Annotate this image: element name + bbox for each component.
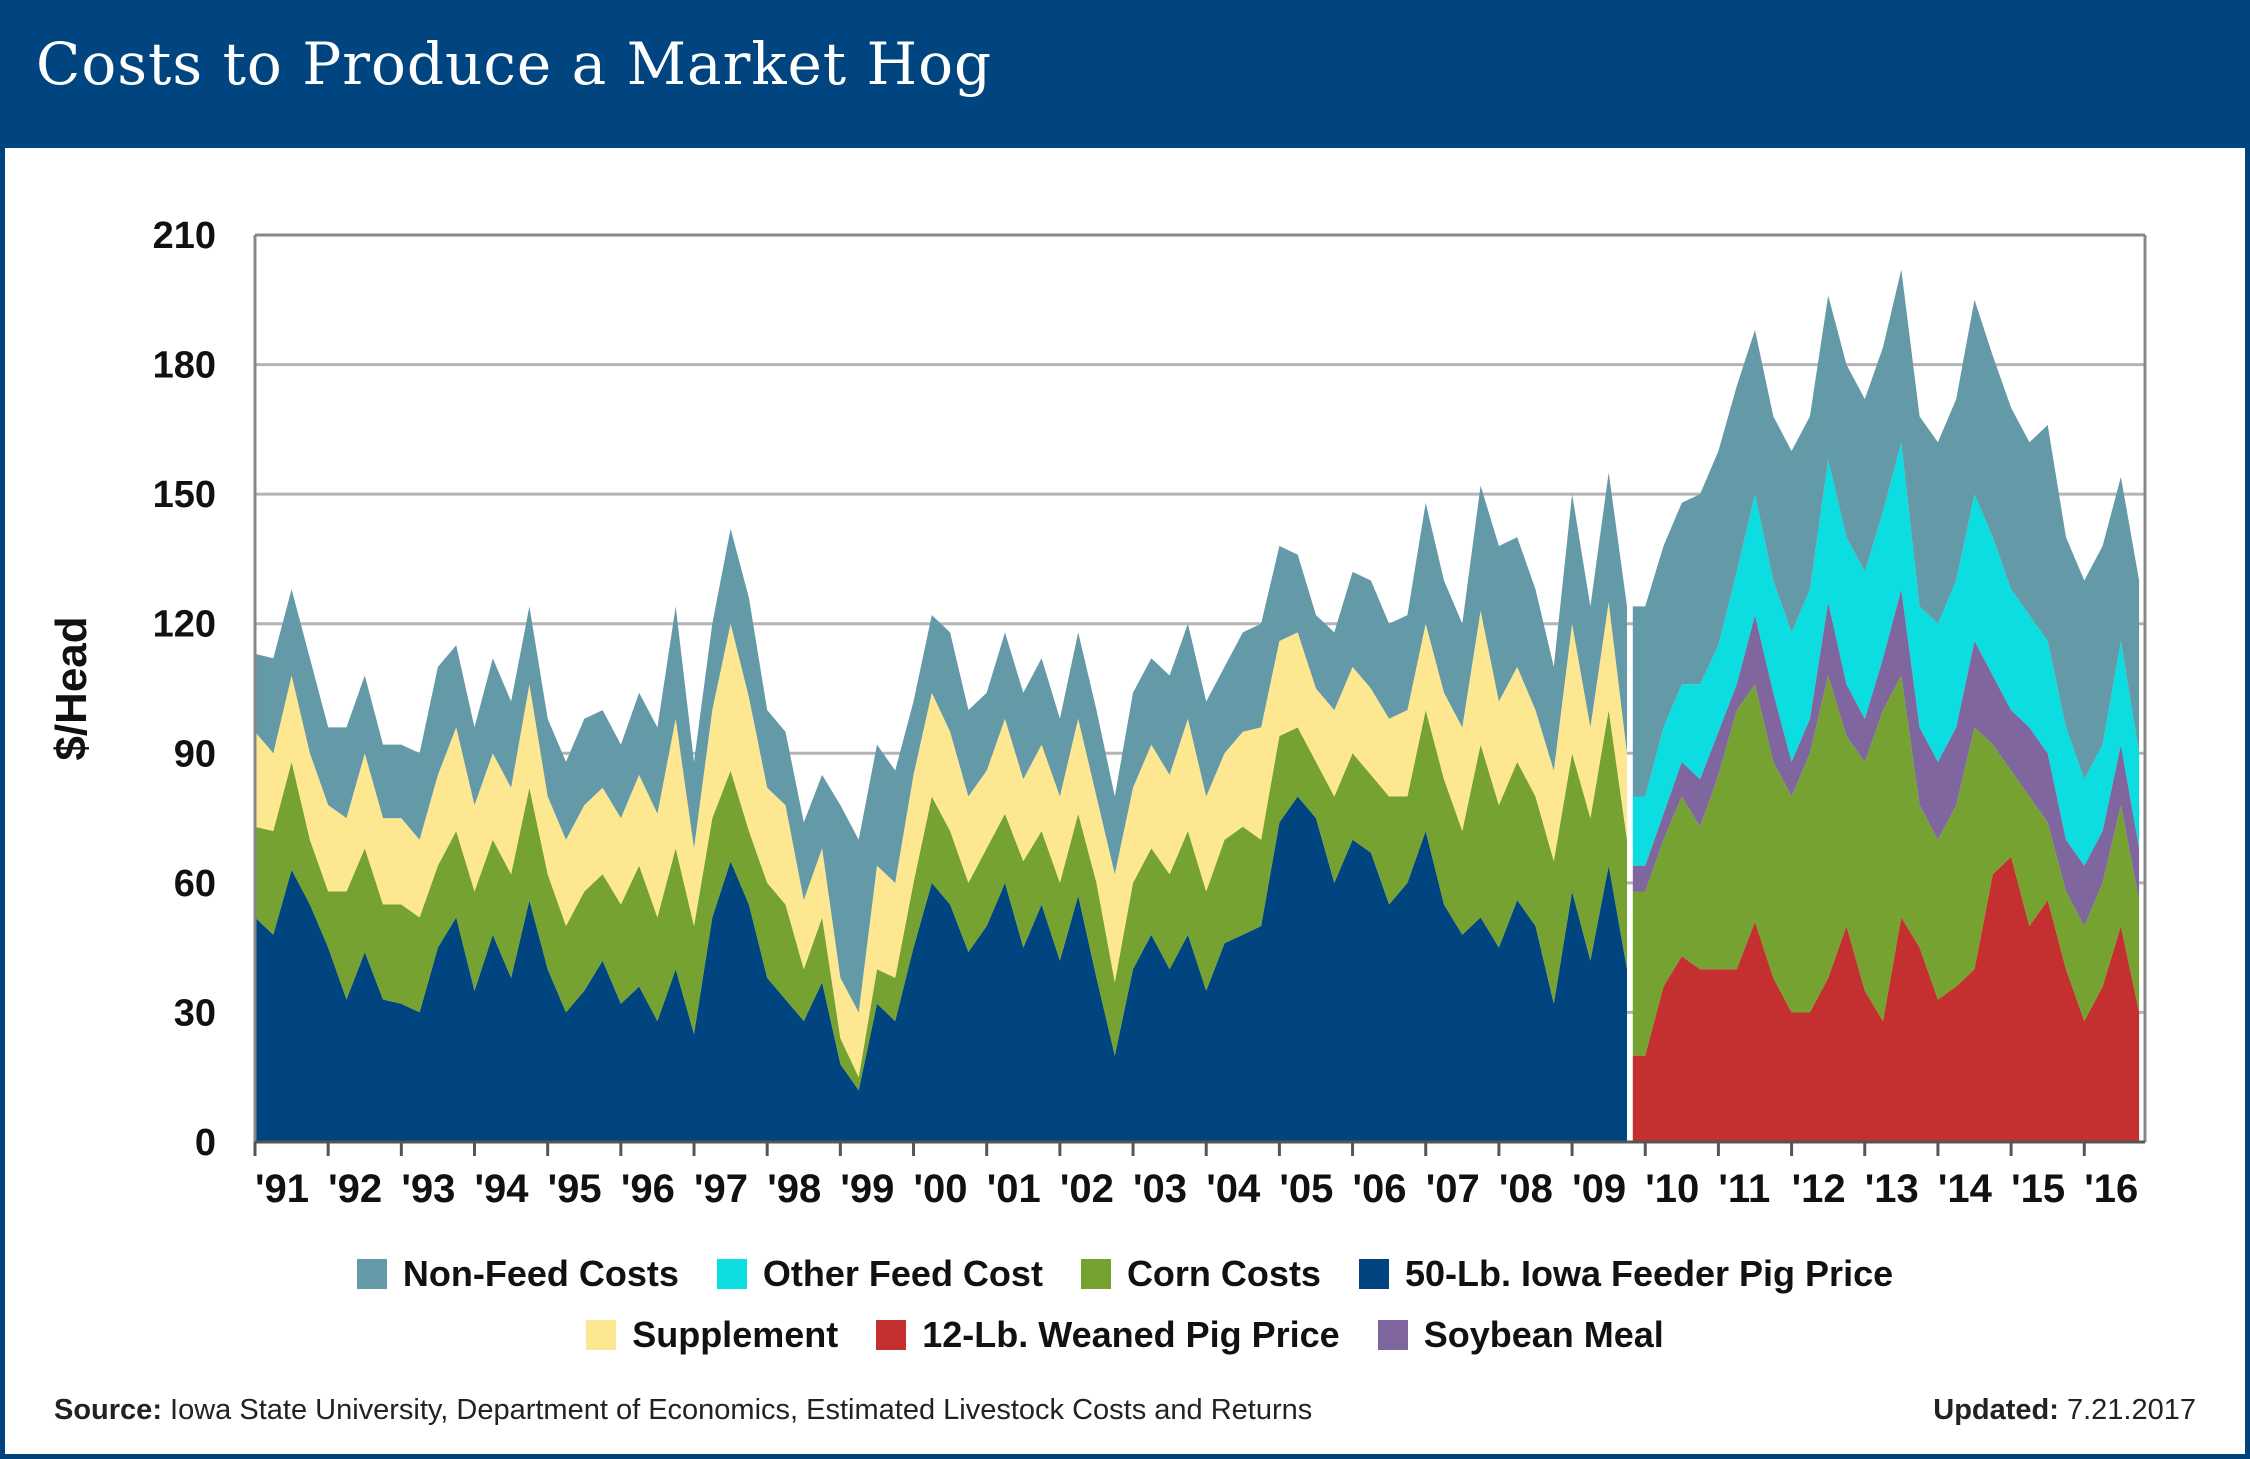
y-tick-label: 120 (153, 604, 216, 646)
legend-label: Non-Feed Costs (402, 1253, 679, 1294)
y-tick-label: 150 (153, 474, 216, 516)
y-tick-label: 60 (174, 863, 216, 905)
updated-note: Updated: 7.21.2017 (1933, 1394, 2196, 1427)
y-tick-label: 0 (195, 1122, 216, 1164)
legend-swatch (1358, 1259, 1389, 1289)
area-12-lb-weaned-pig-price-p2 (1632, 856, 2140, 1142)
legend-item-soybean-meal: Soybean Meal (1377, 1314, 1664, 1356)
area-50-lb-iowa-feeder-pig-price-p1 (255, 796, 1627, 1142)
x-tick-label: '16 (2084, 1167, 2138, 1211)
legend-label: Soybean Meal (1423, 1314, 1664, 1355)
x-tick-label: '11 (1718, 1167, 1770, 1211)
legend-row-2: Supplement 12-Lb. Weaned Pig Price Soybean… (0, 1310, 2250, 1360)
x-tick-label: '05 (1279, 1167, 1333, 1211)
x-tick-label: '08 (1499, 1167, 1553, 1211)
legend-label: Supplement (632, 1314, 839, 1355)
x-tick-label: '02 (1060, 1167, 1114, 1211)
y-axis-title: $/Head (47, 616, 96, 760)
area-soybean-meal-p2 (1632, 589, 2140, 926)
legend-item-12-lb-weaned-pig-price: 12-Lb. Weaned Pig Price (876, 1314, 1340, 1356)
legend-swatch (1080, 1259, 1111, 1289)
legend-item-supplement: Supplement (586, 1314, 838, 1356)
x-tick-label: '03 (1133, 1167, 1187, 1211)
source-label: Source: (54, 1394, 162, 1426)
source-text: Iowa State University, Department of Eco… (170, 1394, 1313, 1426)
updated-date: 7.21.2017 (2066, 1394, 2196, 1426)
y-tick-label: 30 (174, 992, 216, 1034)
legend-item-non-feed-costs: Non-Feed Costs (356, 1253, 679, 1295)
area-non-feed-costs-p2 (1632, 269, 2140, 797)
y-tick-label: 210 (153, 215, 216, 257)
x-tick-label: '14 (1938, 1167, 1993, 1211)
x-tick-label: '06 (1353, 1167, 1407, 1211)
x-tick-label: '96 (621, 1167, 675, 1211)
x-tick-label: '92 (328, 1167, 382, 1211)
x-tick-label: '12 (1792, 1167, 1846, 1211)
area-supplement-p1 (255, 602, 1627, 1078)
legend-item-50-lb-iowa-feeder-pig-price: 50-Lb. Iowa Feeder Pig Price (1358, 1253, 1894, 1295)
x-tick-label: '94 (475, 1167, 530, 1211)
source-note: Source: Iowa State University, Departmen… (54, 1394, 1312, 1427)
legend-label: Other Feed Cost (762, 1253, 1043, 1294)
legend-row-1: Non-Feed Costs Other Feed Cost Corn Costs 5… (0, 1249, 2250, 1299)
x-tick-label: '04 (1206, 1167, 1261, 1211)
page-title: Costs to Produce a Market Hog (36, 30, 993, 98)
area-other-feed-cost-p2 (1632, 442, 2140, 866)
legend-swatch (716, 1259, 747, 1289)
x-tick-label: '09 (1572, 1167, 1626, 1211)
x-tick-label: '10 (1645, 1167, 1699, 1211)
x-tick-label: '00 (914, 1167, 968, 1211)
updated-label: Updated: (1933, 1394, 2059, 1426)
legend-item-corn-costs: Corn Costs (1080, 1253, 1321, 1295)
legend-swatch (876, 1320, 907, 1350)
title-bar: Costs to Produce a Market Hog (0, 0, 2250, 148)
x-tick-label: '97 (694, 1167, 748, 1211)
x-tick-label: '99 (840, 1167, 894, 1211)
x-tick-label: '15 (2011, 1167, 2065, 1211)
legend-label: 50-Lb. Iowa Feeder Pig Price (1404, 1253, 1894, 1294)
y-tick-label: 90 (174, 733, 216, 775)
legend-item-other-feed-cost: Other Feed Cost (716, 1253, 1043, 1295)
area-corn-costs-p1 (255, 710, 1627, 1091)
x-tick-label: '13 (1865, 1167, 1919, 1211)
x-tick-label: '01 (987, 1167, 1041, 1211)
x-tick-label: '98 (767, 1167, 821, 1211)
x-tick-label: '07 (1426, 1167, 1480, 1211)
legend-label: Corn Costs (1126, 1253, 1321, 1294)
legend-label: 12-Lb. Weaned Pig Price (922, 1314, 1340, 1355)
legend-swatch (356, 1259, 387, 1289)
area-corn-costs-p2 (1632, 675, 2140, 1056)
x-tick-label: '91 (255, 1167, 309, 1211)
y-tick-label: 180 (153, 345, 216, 387)
legend-swatch (586, 1320, 617, 1350)
x-tick-label: '93 (401, 1167, 455, 1211)
area-non-feed-costs-p1 (255, 472, 1627, 1013)
legend-swatch (1377, 1320, 1408, 1350)
x-tick-label: '95 (548, 1167, 602, 1211)
